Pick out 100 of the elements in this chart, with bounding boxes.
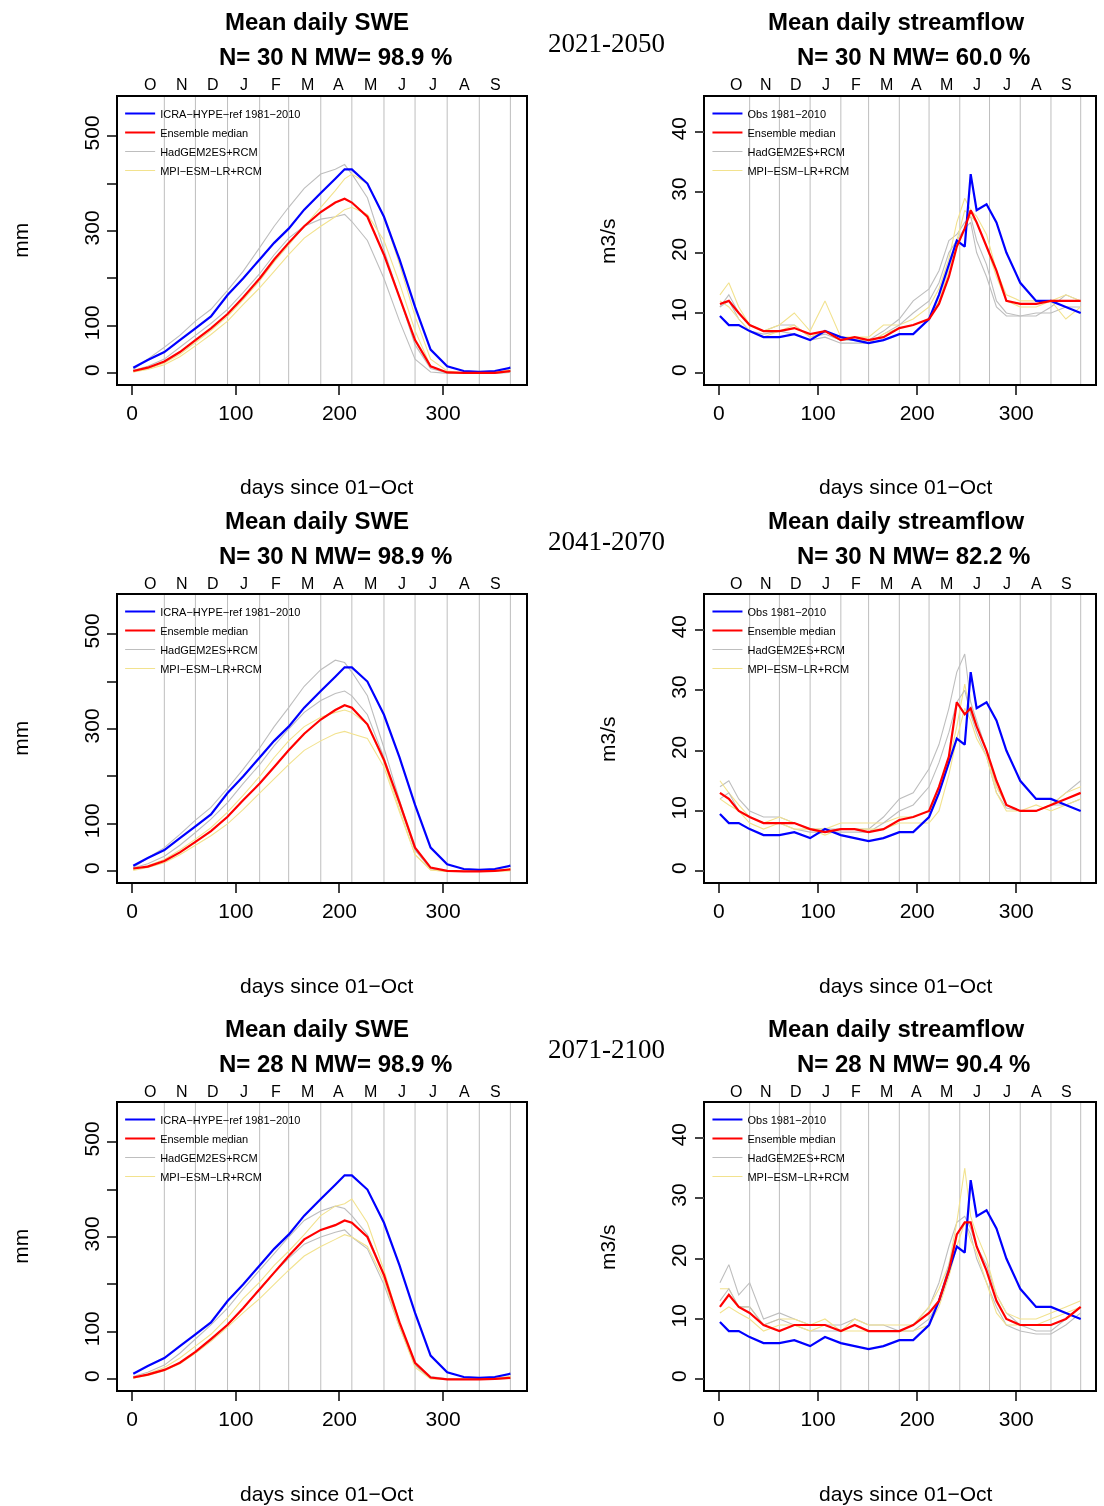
y-tick-label: 10: [667, 796, 691, 820]
x-tick-label: 100: [218, 1406, 254, 1430]
x-tick-label: 300: [425, 400, 461, 424]
x-axis-title: days since 01−Oct: [819, 1482, 993, 1505]
x-tick-label: 100: [218, 400, 254, 424]
x-tick-label: 300: [998, 400, 1034, 424]
text: 2071-2100: [548, 1034, 665, 1064]
y-tick-label: 0: [667, 862, 691, 875]
text: O N D J F M A M J J A S: [730, 575, 1072, 592]
legend-label: MPI−ESM−LR+RCM: [747, 1170, 850, 1183]
y-tick-label: 40: [667, 116, 691, 141]
y-tick-label: 100: [79, 1311, 103, 1347]
y-tick-label: 100: [79, 305, 103, 341]
y-axis-title: mm: [8, 1228, 32, 1264]
chart-title: Mean daily streamflow: [768, 507, 1025, 534]
y-axis-title: m3/s: [595, 716, 619, 762]
chart-title: Mean daily SWE: [225, 1015, 410, 1042]
y-tick-label: 0: [667, 364, 691, 377]
y-axis-title: mm: [8, 720, 32, 756]
legend-label: Ensemble median: [160, 624, 249, 637]
x-tick-label: 0: [713, 898, 725, 922]
x-tick-label: 100: [800, 1406, 836, 1430]
text: 2041-2070: [548, 526, 665, 556]
legend-label: MPI−ESM−LR+RCM: [160, 1170, 262, 1183]
y-tick-label: 40: [667, 1122, 691, 1147]
chart-title: Mean daily SWE: [225, 8, 410, 35]
legend-label: MPI−ESM−LR+RCM: [160, 662, 262, 675]
chart-title: Mean daily streamflow: [768, 1015, 1025, 1042]
x-tick-label: 200: [321, 400, 357, 424]
x-axis-title: days since 01−Oct: [240, 974, 414, 997]
text: O N D J F M A M J J A S: [730, 76, 1072, 93]
chart-title: Mean daily streamflow: [768, 8, 1025, 35]
y-tick-label: 10: [667, 1304, 691, 1328]
y-axis-title: m3/s: [595, 218, 619, 264]
x-tick-label: 300: [998, 1406, 1034, 1430]
x-tick-label: 0: [713, 400, 725, 424]
legend-label: Ensemble median: [747, 624, 836, 637]
y-tick-label: 0: [79, 862, 103, 875]
legend-label: ICRA−HYPE−ref 1981−2010: [160, 107, 301, 120]
y-tick-label: 500: [79, 613, 103, 649]
legend-label: HadGEM2ES+RCM: [160, 643, 258, 656]
x-tick-label: 100: [218, 898, 254, 922]
y-tick-label: 300: [79, 1216, 103, 1252]
x-tick-label: 200: [899, 898, 935, 922]
y-tick-label: 300: [79, 210, 103, 246]
x-tick-label: 300: [425, 1406, 461, 1430]
chart-subtitle: N= 28 N MW= 98.9 %: [219, 1050, 453, 1077]
y-tick-label: 30: [667, 1183, 691, 1207]
y-tick-label: 20: [667, 735, 691, 760]
legend-label: ICRA−HYPE−ref 1981−2010: [160, 1113, 301, 1126]
legend-label: Obs 1981−2010: [747, 107, 827, 120]
y-axis-title: mm: [8, 222, 32, 258]
legend-label: Ensemble median: [160, 1132, 249, 1145]
chart-subtitle: N= 30 N MW= 82.2 %: [797, 542, 1031, 569]
chart-subtitle: N= 30 N MW= 98.9 %: [219, 542, 453, 569]
y-tick-label: 0: [79, 364, 103, 377]
chart-title: Mean daily SWE: [225, 507, 410, 534]
legend-label: HadGEM2ES+RCM: [160, 1151, 258, 1164]
legend-label: Obs 1981−2010: [747, 1113, 827, 1126]
x-tick-label: 0: [126, 1406, 139, 1430]
legend-label: MPI−ESM−LR+RCM: [747, 662, 850, 675]
x-axis-title: days since 01−Oct: [819, 974, 993, 997]
legend-label: HadGEM2ES+RCM: [747, 145, 845, 158]
x-tick-label: 0: [126, 898, 139, 922]
legend-label: HadGEM2ES+RCM: [160, 145, 258, 158]
legend-label: HadGEM2ES+RCM: [747, 643, 845, 656]
chart-subtitle: N= 30 N MW= 60.0 %: [797, 43, 1031, 70]
y-tick-label: 300: [79, 708, 103, 744]
y-axis-title: m3/s: [595, 1224, 619, 1270]
y-tick-label: 40: [667, 614, 691, 639]
x-axis-title: days since 01−Oct: [240, 475, 414, 498]
legend-label: Ensemble median: [160, 126, 249, 139]
legend-label: MPI−ESM−LR+RCM: [160, 164, 262, 177]
x-tick-label: 200: [321, 898, 357, 922]
legend-label: MPI−ESM−LR+RCM: [747, 164, 850, 177]
x-tick-label: 0: [126, 400, 139, 424]
legend-label: Obs 1981−2010: [747, 605, 827, 618]
x-tick-label: 200: [899, 400, 935, 424]
x-tick-label: 100: [800, 898, 836, 922]
x-tick-label: 300: [998, 898, 1034, 922]
chart-subtitle: N= 30 N MW= 98.9 %: [219, 43, 453, 70]
y-tick-label: 500: [79, 1121, 103, 1157]
y-tick-label: 0: [667, 1370, 691, 1383]
legend-label: Ensemble median: [747, 126, 836, 139]
y-tick-label: 30: [667, 675, 691, 699]
text: O N D J F M A M J J A S: [144, 1083, 501, 1100]
y-tick-label: 30: [667, 177, 691, 201]
legend-label: ICRA−HYPE−ref 1981−2010: [160, 605, 301, 618]
chart-subtitle: N= 28 N MW= 90.4 %: [797, 1050, 1031, 1077]
text: O N D J F M A M J J A S: [144, 76, 501, 93]
x-tick-label: 100: [800, 400, 836, 424]
x-tick-label: 200: [899, 1406, 935, 1430]
text: 2021-2050: [548, 28, 665, 58]
text: O N D J F M A M J J A S: [730, 1083, 1072, 1100]
text: O N D J F M A M J J A S: [144, 575, 501, 592]
legend-label: HadGEM2ES+RCM: [747, 1151, 845, 1164]
y-tick-label: 20: [667, 237, 691, 262]
y-tick-label: 100: [79, 803, 103, 839]
x-axis-title: days since 01−Oct: [819, 475, 993, 498]
x-tick-label: 0: [713, 1406, 725, 1430]
